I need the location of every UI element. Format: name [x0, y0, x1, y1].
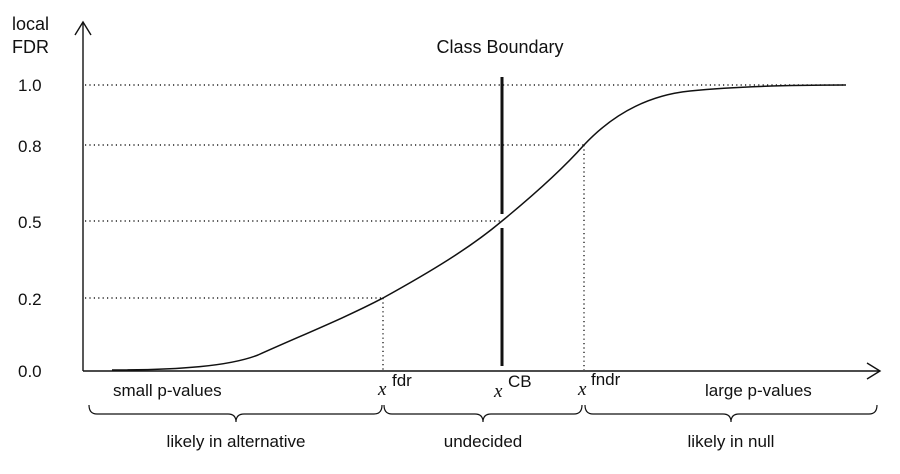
- x-cb-base: x: [493, 381, 503, 402]
- y-tick-0-2: 0.2: [18, 290, 42, 309]
- x-axis-arrow: [866, 362, 882, 380]
- region-undecided-label: undecided: [444, 432, 522, 451]
- x-cb-sup: CB: [508, 372, 532, 391]
- region-null-label: likely in null: [688, 432, 775, 451]
- brace-null: [584, 404, 878, 423]
- brace-alternative: [88, 404, 383, 423]
- brace-undecided: [383, 404, 583, 423]
- y-tick-0-8: 0.8: [18, 137, 42, 156]
- y-tick-0-5: 0.5: [18, 213, 42, 232]
- y-axis-label-line1: local: [12, 14, 49, 34]
- class-boundary-title: Class Boundary: [436, 37, 563, 57]
- x-fndr-base: x: [577, 379, 587, 400]
- x-fndr-sup: fndr: [591, 370, 621, 389]
- x-fdr-sup: fdr: [392, 371, 412, 390]
- region-alternative-label: likely in alternative: [167, 432, 306, 451]
- local-fdr-curve: [111, 84, 847, 371]
- y-tick-0-0: 0.0: [18, 362, 42, 381]
- y-tick-1-0: 1.0: [18, 76, 42, 95]
- x-fdr-base: x: [377, 379, 387, 400]
- y-axis-arrow: [74, 20, 92, 36]
- small-p-values-label: small p-values: [113, 381, 222, 400]
- large-p-values-label: large p-values: [705, 381, 812, 400]
- y-axis-label-line2: FDR: [12, 37, 49, 57]
